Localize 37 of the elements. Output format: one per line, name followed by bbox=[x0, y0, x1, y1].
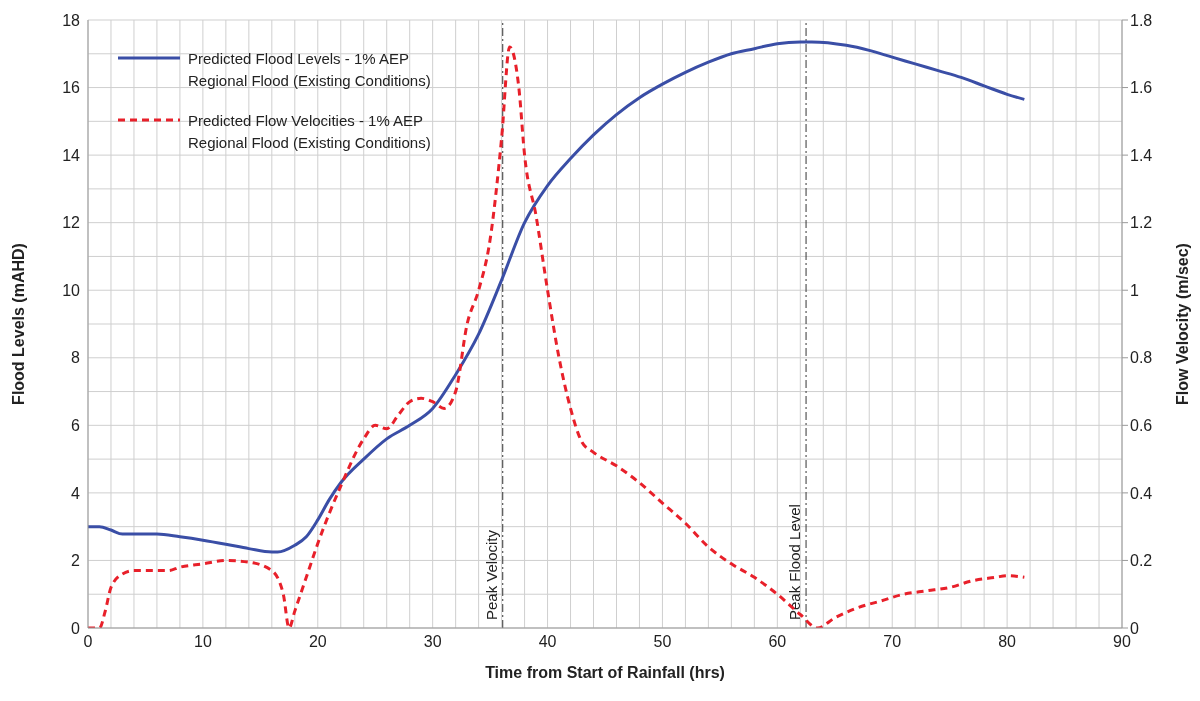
y2-tick-label: 1.4 bbox=[1130, 146, 1153, 164]
ref-line-label: Peak Velocity bbox=[482, 529, 500, 620]
legend-label: Predicted Flow Velocities - 1% AEP Regional Flood (Existing Conditions) bbox=[188, 111, 432, 153]
y2-tick-label: 1.6 bbox=[1130, 79, 1153, 97]
y-tick-label: 18 bbox=[62, 11, 81, 29]
y-tick-label: 0 bbox=[71, 619, 81, 637]
y2-tick-label: 1 bbox=[1130, 281, 1139, 299]
y-tick-label: 6 bbox=[71, 417, 81, 435]
y-tick-label: 2 bbox=[71, 552, 81, 570]
x-tick-label: 30 bbox=[423, 633, 442, 651]
y2-tick-label: 1.2 bbox=[1130, 214, 1153, 232]
y2-tick-label: 0.6 bbox=[1130, 417, 1153, 435]
x-tick-label: 20 bbox=[308, 633, 327, 651]
y2-tick-label: 1.8 bbox=[1130, 11, 1153, 29]
x-tick-label: 50 bbox=[653, 633, 672, 651]
y2-tick-label: 0.2 bbox=[1130, 552, 1153, 570]
x-tick-label: 90 bbox=[1113, 633, 1131, 651]
x-tick-label: 10 bbox=[193, 633, 212, 651]
y-axis-title: Flood Levels (mAHD) bbox=[9, 243, 27, 405]
x-axis-title: Time from Start of Rainfall (hrs) bbox=[485, 664, 725, 681]
x-tick-label: 40 bbox=[538, 633, 557, 651]
x-tick-label: 0 bbox=[83, 633, 93, 651]
legend-label: Predicted Flood Levels - 1% AEP Regional Flood (Existing Conditions) bbox=[188, 49, 432, 91]
y2-axis-title: Flow Velocity (m/sec) bbox=[1173, 243, 1191, 405]
y-tick-label: 8 bbox=[71, 349, 81, 367]
y2-tick-label: 0 bbox=[1130, 619, 1139, 637]
y-tick-label: 16 bbox=[62, 79, 81, 97]
x-tick-label: 70 bbox=[883, 633, 902, 651]
y-tick-label: 10 bbox=[62, 281, 81, 299]
y-tick-label: 14 bbox=[62, 146, 81, 164]
x-tick-label: 60 bbox=[768, 633, 787, 651]
y2-tick-label: 0.8 bbox=[1130, 349, 1153, 367]
y-tick-label: 4 bbox=[71, 484, 81, 502]
x-tick-label: 80 bbox=[998, 633, 1017, 651]
y2-tick-label: 0.4 bbox=[1130, 484, 1153, 502]
y-tick-label: 12 bbox=[62, 214, 81, 232]
ref-line-label: Peak Flood Level bbox=[786, 504, 804, 620]
